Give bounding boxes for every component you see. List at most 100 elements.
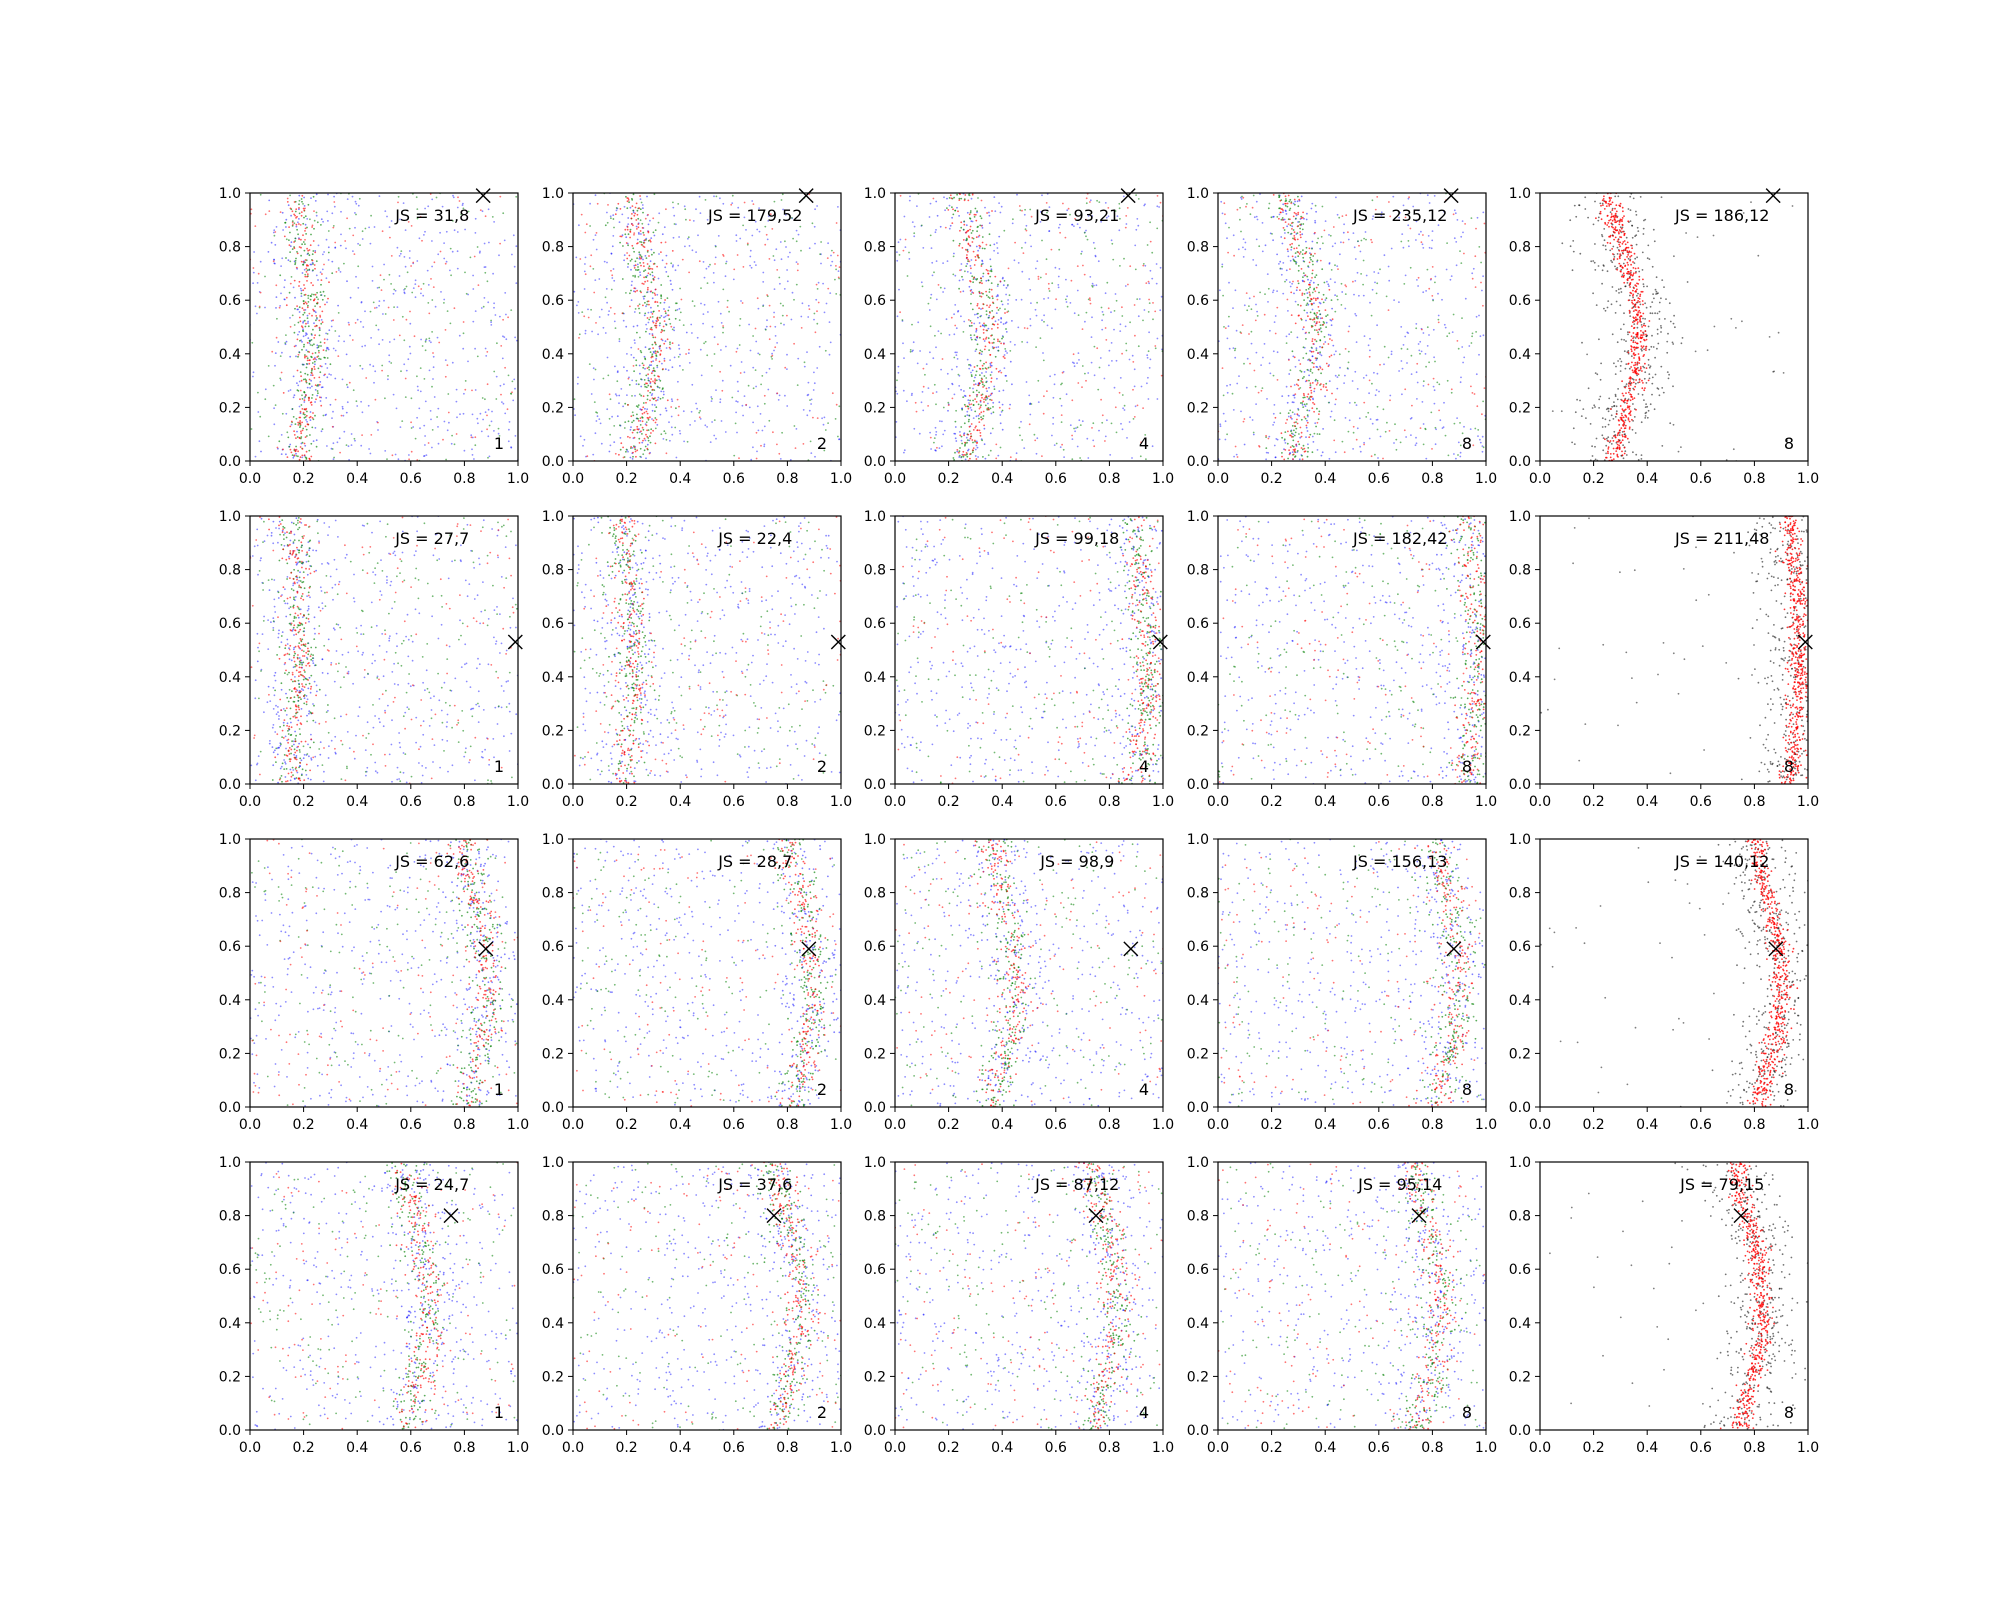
data-point <box>1258 245 1261 248</box>
data-point <box>654 442 657 445</box>
data-point <box>257 391 259 394</box>
data-point <box>677 380 679 383</box>
data-point <box>307 423 310 426</box>
data-point <box>422 294 425 297</box>
data-point <box>304 238 306 241</box>
data-point <box>726 306 729 308</box>
data-point <box>984 324 986 327</box>
data-point <box>302 222 305 225</box>
data-point <box>1334 294 1336 296</box>
data-point <box>1428 246 1431 249</box>
data-point <box>1305 331 1307 334</box>
data-point <box>1121 306 1123 309</box>
data-point <box>962 290 965 293</box>
data-point <box>1301 228 1304 231</box>
data-point <box>1303 447 1306 450</box>
data-point <box>267 435 270 438</box>
data-point <box>297 424 300 426</box>
data-point <box>647 213 649 216</box>
data-point <box>349 365 351 367</box>
data-point <box>1425 365 1427 368</box>
data-point <box>415 196 418 199</box>
data-point <box>1483 387 1486 389</box>
data-point <box>1076 445 1079 448</box>
data-point <box>1124 285 1127 287</box>
data-point <box>735 240 738 242</box>
data-point <box>1299 387 1302 389</box>
data-point <box>975 329 978 332</box>
data-point <box>1338 374 1340 377</box>
data-point <box>1302 276 1304 278</box>
data-point <box>296 251 298 253</box>
data-point <box>764 243 767 246</box>
data-point <box>1057 284 1060 286</box>
data-point <box>1306 430 1309 432</box>
data-point <box>1283 229 1286 231</box>
data-point <box>642 366 645 369</box>
data-point <box>1096 199 1098 202</box>
data-point <box>370 434 373 436</box>
data-point <box>1272 374 1275 377</box>
data-point <box>276 446 279 449</box>
data-point <box>641 408 643 411</box>
data-point <box>922 385 925 388</box>
data-point <box>636 331 638 334</box>
data-point <box>428 312 431 315</box>
data-point <box>305 366 308 369</box>
data-point <box>584 273 587 276</box>
data-point <box>633 250 635 253</box>
data-point <box>316 394 319 397</box>
data-point <box>633 429 636 431</box>
data-point <box>296 252 299 255</box>
data-point <box>632 211 635 214</box>
data-point <box>778 276 781 279</box>
data-point <box>649 416 651 419</box>
data-point <box>320 386 323 389</box>
data-point <box>1293 450 1296 453</box>
data-point <box>972 417 975 419</box>
data-point <box>958 385 961 387</box>
data-point <box>299 287 302 290</box>
data-point <box>1091 316 1093 319</box>
data-point <box>655 379 658 382</box>
data-point <box>1296 225 1299 228</box>
data-point <box>1289 268 1291 270</box>
data-point <box>1292 229 1295 231</box>
data-point <box>1317 333 1320 336</box>
data-point <box>1312 297 1315 300</box>
data-point <box>969 453 971 456</box>
data-point <box>452 194 454 197</box>
data-point <box>650 248 653 251</box>
data-point <box>1341 215 1344 218</box>
data-point <box>1250 308 1253 311</box>
data-point <box>511 380 514 383</box>
data-point <box>991 346 994 348</box>
scatter-points <box>895 193 1163 461</box>
data-point <box>425 454 428 456</box>
data-point <box>929 436 932 439</box>
data-point <box>291 314 294 317</box>
data-point <box>1258 445 1261 448</box>
data-point <box>317 279 319 281</box>
data-point <box>1288 359 1290 361</box>
data-point <box>980 416 982 419</box>
data-point <box>977 384 979 387</box>
data-point <box>478 251 481 254</box>
data-point <box>1303 376 1305 378</box>
data-point <box>1298 198 1301 201</box>
data-point <box>1450 391 1453 394</box>
data-point <box>285 304 288 307</box>
data-point <box>473 255 476 258</box>
data-point <box>641 416 643 418</box>
data-point <box>1315 329 1318 331</box>
data-point <box>655 359 657 361</box>
data-point <box>946 207 948 210</box>
data-point <box>632 451 634 454</box>
data-point <box>635 405 638 407</box>
data-point <box>377 328 380 331</box>
data-point <box>1303 371 1306 373</box>
data-point <box>430 341 432 344</box>
data-point <box>659 345 661 348</box>
data-point <box>1255 351 1258 354</box>
data-point <box>316 356 319 358</box>
